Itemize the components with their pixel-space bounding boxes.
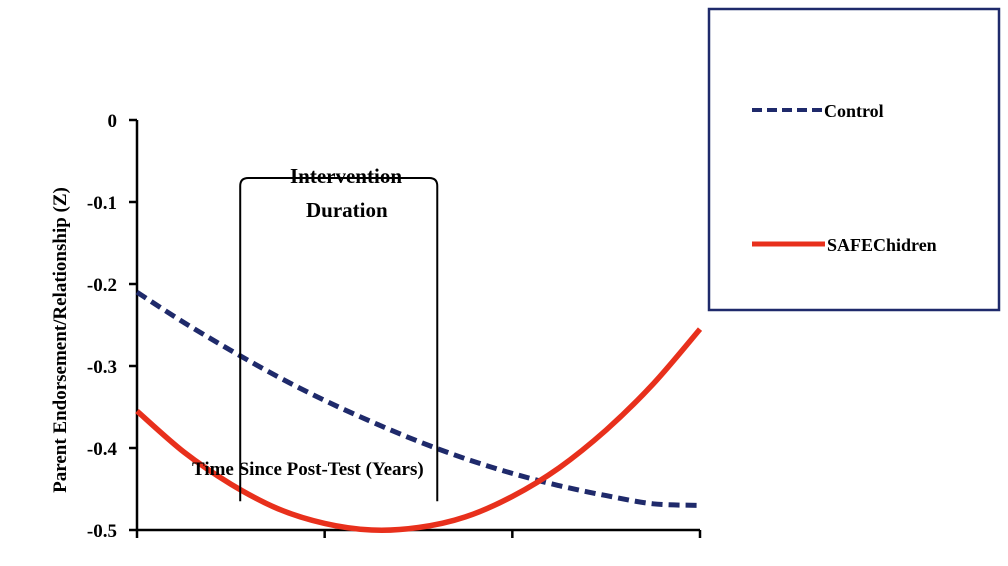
legend-label-control: Control [824, 101, 884, 121]
y-tick-label: 0 [108, 111, 118, 132]
series-line-safechidren [135, 327, 703, 533]
y-tick-label: -0.5 [87, 521, 117, 542]
series-line-control [135, 290, 701, 508]
y-tick-label: -0.1 [87, 193, 117, 214]
annotation-line-2: Duration [306, 198, 388, 222]
y-tick-label: -0.3 [87, 357, 117, 378]
y-ticks: 0 -0.1 -0.2 -0.3 -0.4 -0.5 [87, 111, 137, 542]
intervention-duration-annotation: Intervention Duration [239, 164, 439, 502]
intervention-bracket [239, 177, 439, 502]
legend: Control SAFEChidren [707, 7, 1001, 312]
x-ticks [135, 530, 702, 538]
y-tick-label: -0.4 [87, 439, 118, 460]
legend-label-safechidren: SAFEChidren [827, 235, 937, 255]
annotation-line-1: Intervention [290, 164, 402, 188]
y-tick-label: -0.2 [87, 275, 117, 296]
series-layer [135, 290, 703, 533]
legend-box [707, 7, 1001, 312]
x-axis-label: Time Since Post-Test (Years) [192, 459, 424, 480]
y-axis-label: Parent Endorsement/Relationship (Z) [50, 187, 71, 493]
